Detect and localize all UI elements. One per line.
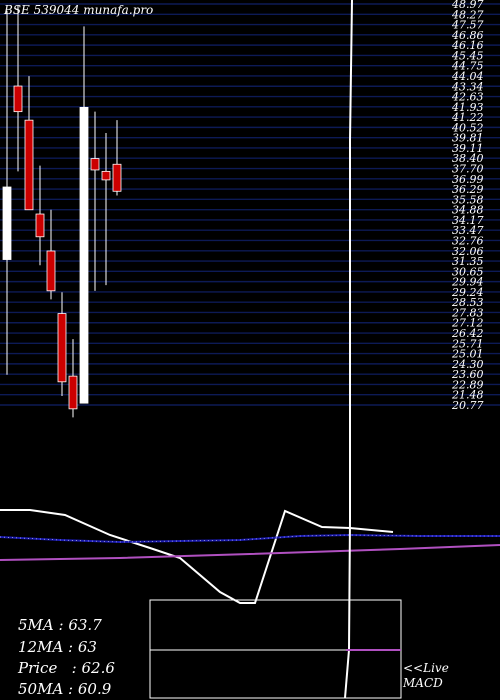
y-tick-label: 23.60 [451,368,484,381]
stat-price: Price : 62.6 [18,659,115,677]
candle-body [13,85,23,113]
y-tick-label: 29.24 [451,286,484,299]
y-tick-label: 41.93 [451,101,484,114]
y-tick-label: 39.81 [452,132,484,145]
y-tick-label: 31.35 [452,255,484,268]
ma-blue [0,533,500,544]
y-tick-label: 34.17 [452,214,484,227]
y-tick-label: 30.65 [452,265,484,278]
stat-12ma: 12MA : 63 [18,638,97,656]
y-tick-label: 48.27 [451,8,484,21]
y-axis-tick-labels: 48.9748.2747.5746.8646.1645.4544.7544.04… [451,0,484,412]
stat-50ma: 50MA : 60.9 [18,680,112,698]
candle-body [90,158,100,171]
candle-body [2,186,12,260]
candle-body [24,119,34,211]
y-tick-label: 38.40 [452,152,484,165]
y-tick-label: 42.63 [451,91,484,104]
y-tick-label: 24.30 [451,358,484,371]
candle-body [68,375,78,410]
candle-body [112,163,122,192]
y-tick-label: 46.86 [451,29,484,42]
y-tick-label: 34.88 [452,204,484,217]
y-tick-label: 33.47 [452,224,484,237]
y-tick-label: 40.52 [451,121,484,134]
y-tick-label: 22.89 [451,378,484,391]
ma-blue-dotted-overlay [0,534,500,543]
y-tick-label: 25.01 [451,348,484,361]
y-tick-label: 32.06 [452,245,484,258]
y-tick-label: 44.75 [451,60,484,73]
y-tick-label: 35.58 [452,193,484,206]
y-tick-label: 36.29 [452,183,484,196]
candle-body [79,106,89,404]
indicator-lines [0,509,500,604]
y-tick-label: 45.45 [451,49,484,62]
y-tick-label: 29.94 [451,276,484,289]
y-tick-label: 32.76 [452,234,484,247]
macd-spike-line [344,0,353,699]
y-tick-label: 25.71 [451,337,484,350]
macd-line [0,509,394,604]
y-tick-label: 20.77 [451,399,484,412]
stat-5ma: 5MA : 63.7 [18,616,102,634]
y-tick-label: 36.99 [452,173,484,186]
candlesticks [2,4,122,418]
y-tick-label: 47.57 [451,19,484,32]
y-tick-label: 39.11 [452,142,484,155]
y-tick-label: 28.53 [451,296,484,309]
macd-label-live: <<Live [403,661,449,675]
y-tick-label: 46.16 [451,39,484,52]
candle-body [57,313,67,383]
macd-label-macd: MACD [403,676,443,690]
candle-body [35,213,45,238]
candle-body [46,250,56,292]
grid-lines [0,3,500,406]
chart-title: BSE 539044 munafa.pro [4,3,154,17]
y-tick-label: 44.04 [451,70,484,83]
y-tick-label: 41.22 [451,111,484,124]
y-tick-label: 26.42 [451,327,484,340]
y-tick-label: 48.97 [451,0,484,11]
candle-body [101,170,111,181]
ma-purple [0,544,500,561]
y-tick-label: 43.34 [451,80,484,93]
y-tick-label: 37.70 [452,163,484,176]
y-tick-label: 21.48 [451,389,484,402]
y-tick-label: 27.12 [451,317,484,330]
y-tick-label: 27.83 [451,306,484,319]
